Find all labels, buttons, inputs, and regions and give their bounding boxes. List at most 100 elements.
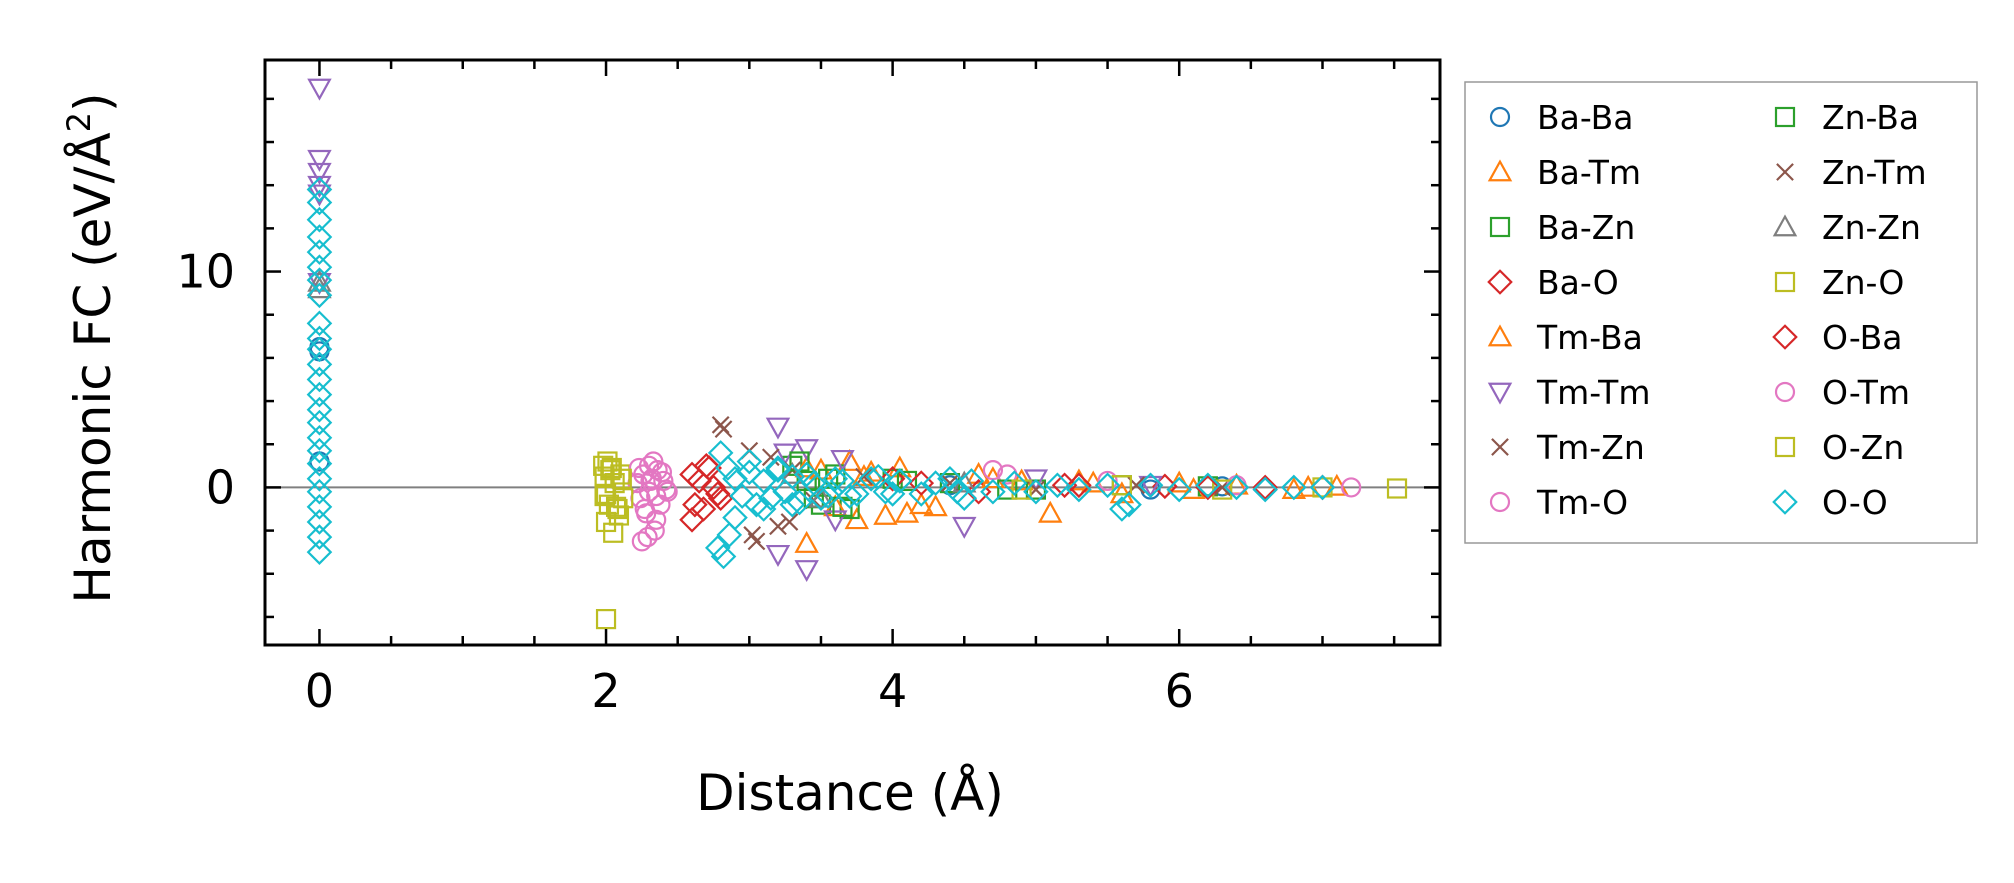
legend-item-o-ba: O-Ba: [1772, 318, 1903, 357]
legend-marker-tm-o: [1489, 491, 1511, 513]
legend-item-zn-tm: Zn-Tm: [1776, 153, 1927, 192]
legend-item-o-zn: O-Zn: [1774, 428, 1904, 467]
y-axis-label: Harmonic FC (eV/Å2): [60, 92, 122, 603]
legend-label-o-zn: O-Zn: [1822, 428, 1904, 467]
point-o-o-15: [306, 409, 333, 436]
plot-border: [263, 58, 1442, 647]
legend-item-tm-tm: Tm-Tm: [1487, 373, 1651, 412]
point-tm-tm-13: [952, 516, 977, 539]
point-o-o-52: [1066, 476, 1092, 503]
legend-box: [1464, 81, 1978, 544]
legend-label-zn-ba: Zn-Ba: [1822, 98, 1919, 137]
point-o-o-51: [1044, 472, 1071, 499]
legend-label-tm-tm: Tm-Tm: [1536, 373, 1651, 412]
point-o-o-3: [306, 224, 333, 250]
point-zn-zn-3: [808, 485, 834, 508]
point-o-o-68: [765, 457, 791, 483]
data-marks: [306, 78, 1408, 630]
legend-label-ba-zn: Ba-Zn: [1537, 208, 1635, 247]
point-o-o-8: [306, 310, 333, 337]
point-o-o-2: [306, 206, 333, 233]
legend-marker-tm-tm: [1487, 382, 1513, 405]
legend-item-tm-o: Tm-O: [1489, 483, 1628, 522]
point-o-o-48: [980, 478, 1006, 505]
point-o-o-12: [306, 366, 333, 393]
point-o-o-71: [808, 485, 834, 512]
point-ba-o-4: [700, 474, 727, 501]
point-o-zn-0: [594, 485, 615, 507]
point-zn-o-16: [1386, 478, 1408, 499]
legend-label-o-o: O-O: [1822, 483, 1888, 522]
point-o-tm-6: [637, 526, 658, 548]
point-o-o-57: [1195, 472, 1221, 499]
legend-label-tm-zn: Tm-Zn: [1536, 428, 1645, 467]
legend-marker-o-o: [1772, 489, 1798, 515]
point-tm-tm-11: [823, 510, 848, 533]
x-axis-label: Distance (Å): [696, 764, 1004, 822]
point-o-ba-1: [690, 496, 717, 522]
point-o-o-31: [750, 468, 777, 494]
legend-marker-tm-zn: [1491, 438, 1509, 456]
point-o-o-64: [716, 522, 743, 548]
point-o-o-47: [958, 468, 985, 494]
legend-label-tm-o: Tm-O: [1536, 483, 1628, 522]
point-o-o-6: [306, 267, 333, 293]
legend-marker-zn-zn: [1772, 214, 1798, 237]
point-o-o-28: [729, 483, 755, 509]
legend-label-zn-o: Zn-O: [1822, 263, 1904, 302]
point-tm-tm-7: [765, 544, 791, 567]
point-o-o-36: [786, 489, 813, 516]
point-zn-ba-4: [896, 470, 918, 492]
point-zn-tm-2: [761, 448, 780, 467]
y-axis-label-main: Harmonic FC (eV/Å: [64, 132, 122, 603]
point-tm-tm-10: [794, 560, 819, 583]
point-o-o-9: [306, 325, 333, 352]
point-o-zn-4: [597, 451, 618, 472]
point-zn-o-11: [595, 608, 617, 630]
legend-marker-tm-ba: [1487, 324, 1513, 347]
point-o-o-74: [865, 463, 892, 490]
point-o-o-76: [937, 465, 963, 492]
legend-label-ba-o: Ba-O: [1537, 263, 1619, 302]
y-tick-label: 0: [206, 460, 235, 514]
point-ba-tm-6: [887, 455, 913, 478]
legend-marker-ba-ba: [1489, 106, 1511, 128]
point-tm-tm-0: [307, 78, 332, 101]
point-o-o-44: [908, 481, 935, 507]
point-o-o-69: [779, 491, 806, 518]
legend-label-o-tm: O-Tm: [1822, 373, 1910, 412]
legend-item-tm-zn: Tm-Zn: [1491, 428, 1645, 467]
point-tm-o-18: [1341, 477, 1362, 498]
legend-marker-ba-tm: [1487, 159, 1513, 182]
x-tick-label: 4: [878, 664, 907, 718]
legend-item-zn-ba: Zn-Ba: [1774, 98, 1919, 137]
point-tm-tm-12: [830, 449, 855, 472]
point-tm-zn-6: [855, 467, 873, 486]
point-tm-ba-3: [909, 492, 934, 515]
point-o-o-72: [822, 465, 849, 492]
legend-item-ba-tm: Ba-Tm: [1487, 153, 1641, 192]
point-zn-o-12: [1011, 479, 1032, 500]
legend-item-zn-o: Zn-O: [1774, 263, 1904, 302]
legend-marker-o-zn: [1774, 436, 1796, 458]
legend-item-zn-zn: Zn-Zn: [1772, 208, 1921, 247]
point-zn-tm-0: [714, 420, 733, 439]
legend-marker-o-tm: [1774, 381, 1796, 403]
point-o-o-19: [306, 465, 333, 492]
point-o-o-61: [1309, 474, 1336, 501]
point-tm-tm-15: [1138, 475, 1163, 498]
point-o-o-1: [306, 189, 333, 216]
point-zn-o-15: [1312, 477, 1333, 498]
point-o-tm-3: [646, 485, 667, 507]
point-zn-o-13: [1111, 475, 1132, 496]
point-o-o-11: [306, 351, 333, 378]
legend-marker-zn-tm: [1776, 163, 1794, 181]
legend-marker-zn-o: [1774, 271, 1796, 293]
plot-frame: 0 2 4 6 0 10: [176, 58, 1442, 718]
point-tm-o-6: [644, 520, 665, 541]
point-o-tm-1: [634, 498, 655, 520]
point-zn-tm-3: [780, 513, 799, 531]
point-zn-o-14: [1212, 479, 1233, 500]
legend-item-ba-ba: Ba-Ba: [1489, 98, 1633, 137]
legend-label-o-ba: O-Ba: [1822, 318, 1903, 357]
